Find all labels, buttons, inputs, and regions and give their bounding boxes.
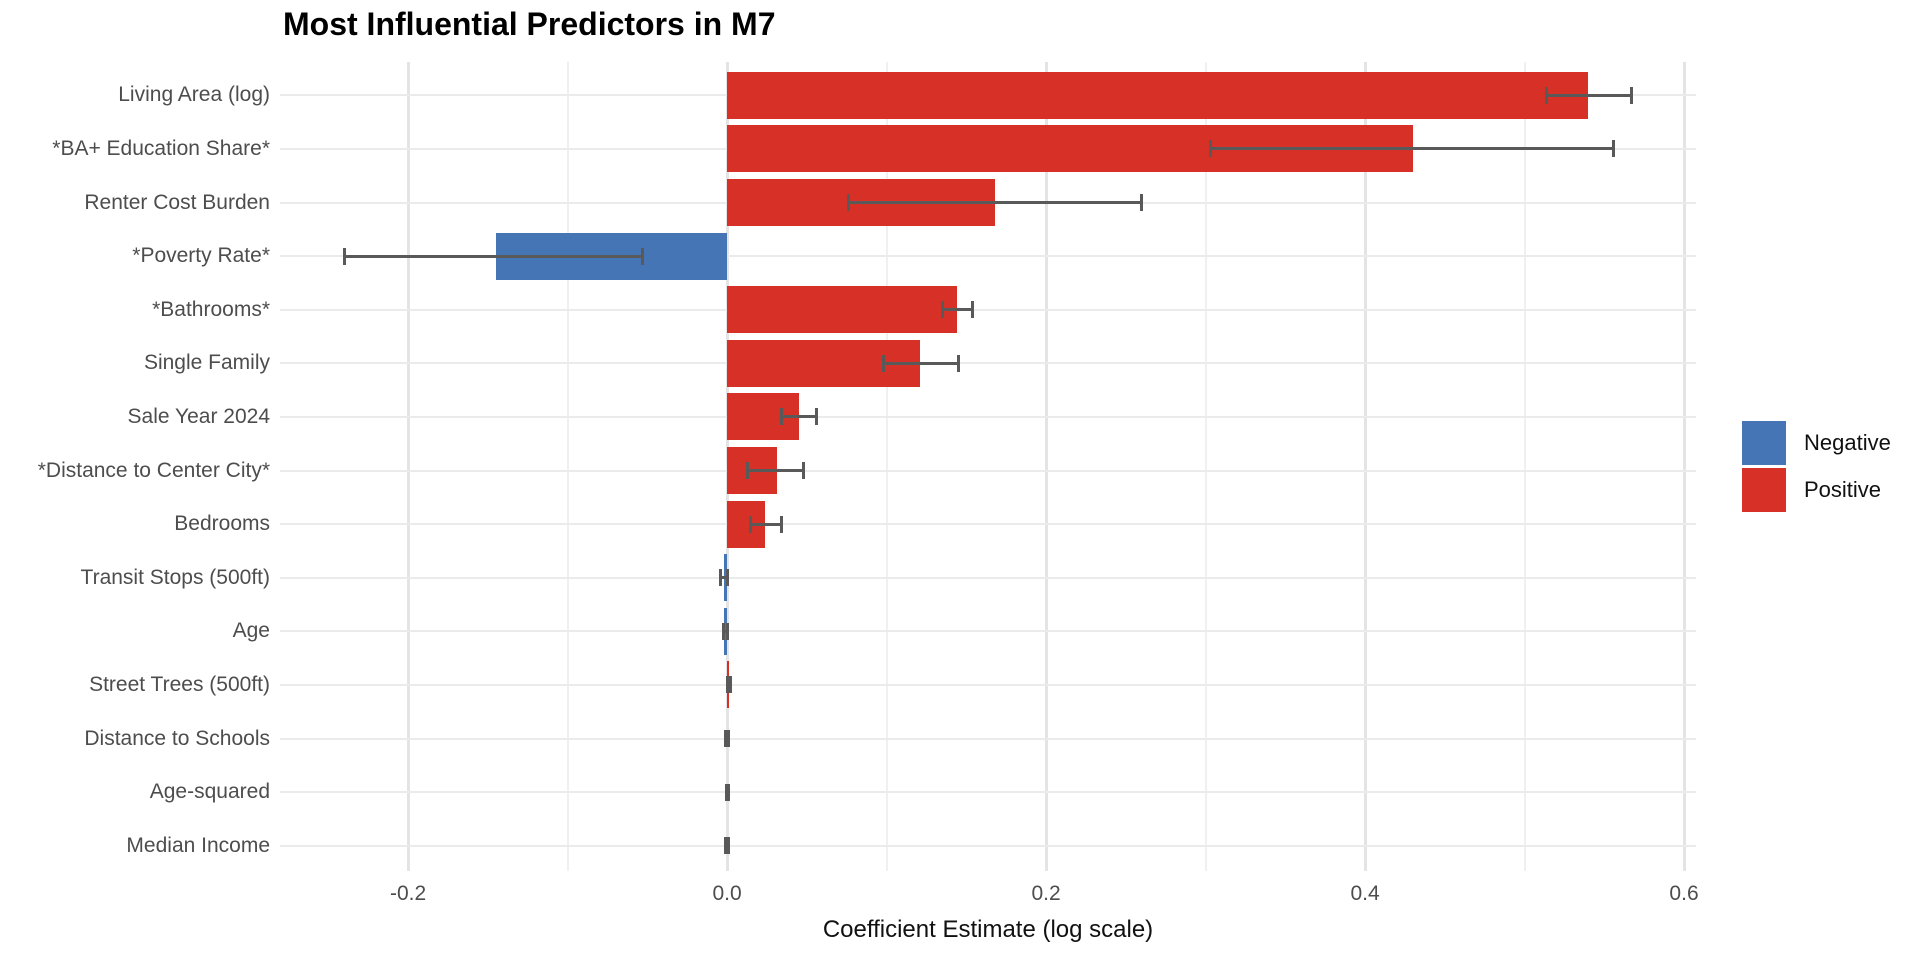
error-bar-line xyxy=(344,254,643,258)
bar-positive xyxy=(727,71,1589,119)
error-bar-cap-low xyxy=(746,462,750,479)
error-bar-cap-low xyxy=(881,354,885,372)
gridline-vertical-major xyxy=(1363,62,1367,871)
gridline-vertical-major xyxy=(1682,62,1686,871)
y-axis-label: *Poverty Rate* xyxy=(132,244,270,268)
error-bar-line xyxy=(781,415,817,419)
error-bar-line xyxy=(747,469,804,472)
y-axis-label: Living Area (log) xyxy=(118,83,270,107)
bar-positive xyxy=(727,286,957,334)
gridline-horizontal xyxy=(280,523,1696,526)
error-bar-cap-low xyxy=(724,837,728,855)
error-bar-cap-high xyxy=(971,301,975,319)
legend-label-positive: Positive xyxy=(1804,477,1882,502)
chart-title: Most Influential Predictors in M7 xyxy=(283,6,776,42)
error-bar-line xyxy=(1546,93,1632,97)
error-bar-cap-low xyxy=(779,408,783,426)
gridline-vertical-minor xyxy=(1204,62,1207,871)
x-axis-tick-label: 0.6 xyxy=(1669,882,1699,905)
error-bar-line xyxy=(848,201,1142,204)
gridline-vertical-minor xyxy=(885,62,888,871)
x-axis-tick-label: 0.0 xyxy=(712,882,742,905)
gridline-vertical-major xyxy=(406,62,410,871)
error-bar-cap-high xyxy=(779,515,783,533)
gridline-horizontal xyxy=(280,576,1696,579)
error-bar-cap-low xyxy=(721,622,725,640)
error-bar-line xyxy=(750,522,782,526)
y-axis-label: Age xyxy=(232,619,270,643)
x-axis-tick-label: 0.4 xyxy=(1350,882,1380,905)
y-axis-label: Transit Stops (500ft) xyxy=(80,565,270,589)
error-bar-cap-high xyxy=(1612,140,1616,158)
error-bar-cap-high xyxy=(726,783,730,801)
error-bar-cap-low xyxy=(1208,140,1212,158)
error-bar-cap-low xyxy=(846,194,850,211)
gridline-horizontal xyxy=(280,415,1696,418)
error-bar-line xyxy=(942,308,973,312)
x-axis-tick-label: 0.2 xyxy=(1031,882,1061,905)
y-axis-label: *Bathrooms* xyxy=(152,297,270,321)
error-bar-cap-low xyxy=(940,301,944,319)
gridline-horizontal xyxy=(280,362,1696,365)
error-bar-cap-high xyxy=(641,247,645,265)
y-axis-label: Street Trees (500ft) xyxy=(89,672,270,696)
error-bar-cap-low xyxy=(1545,86,1549,104)
gridline-horizontal xyxy=(280,737,1696,740)
x-axis-tick-label: -0.2 xyxy=(389,882,427,905)
error-bar-cap-high xyxy=(726,569,730,587)
x-axis-title: Coefficient Estimate (log scale) xyxy=(822,916,1154,943)
error-bar-cap-high xyxy=(1629,86,1633,104)
y-axis-label: Age-squared xyxy=(149,780,270,804)
error-bar-cap-low xyxy=(719,569,723,587)
gridline-horizontal xyxy=(280,308,1696,311)
legend-label-negative: Negative xyxy=(1804,430,1891,455)
error-bar-line xyxy=(883,361,959,365)
gridline-horizontal xyxy=(280,791,1696,794)
legend-entry-negative: Negative xyxy=(1742,421,1891,465)
error-bar-cap-high xyxy=(814,408,818,426)
gridline-horizontal xyxy=(280,844,1696,847)
gridline-horizontal xyxy=(280,469,1696,472)
y-axis-label: Median Income xyxy=(126,833,270,857)
error-bar-cap-low xyxy=(342,247,346,265)
error-bar-cap-low xyxy=(749,515,753,533)
gridline-vertical-minor xyxy=(1523,62,1526,871)
y-axis-label: *Distance to Center City* xyxy=(37,458,270,482)
gridline-horizontal xyxy=(280,683,1696,686)
error-bar-cap-high xyxy=(802,462,806,479)
error-bar-line xyxy=(1210,147,1614,151)
error-bar-cap-low xyxy=(724,730,728,747)
error-bar-cap-high xyxy=(726,837,730,855)
plot-panel xyxy=(280,62,1696,871)
error-bar-line xyxy=(723,629,728,633)
y-axis-label: Distance to Schools xyxy=(84,726,270,750)
legend-entry-positive: Positive xyxy=(1742,468,1891,512)
legend-swatch-positive xyxy=(1742,468,1786,512)
error-bar-cap-low xyxy=(724,783,728,801)
error-bar-cap-high xyxy=(1140,194,1144,211)
error-bar-cap-high xyxy=(728,676,732,694)
y-axis-label: *BA+ Education Share* xyxy=(52,136,270,160)
error-bar-cap-high xyxy=(726,730,730,747)
error-bar-cap-low xyxy=(726,676,730,694)
y-axis-label: Single Family xyxy=(143,351,270,375)
legend: Negative Positive xyxy=(1742,421,1891,515)
gridline-vertical-major xyxy=(1044,62,1048,871)
error-bar-cap-high xyxy=(956,354,960,372)
gridline-horizontal xyxy=(280,630,1696,633)
y-axis-label: Sale Year 2024 xyxy=(127,404,270,428)
error-bar-cap-high xyxy=(725,622,729,640)
legend-swatch-negative xyxy=(1742,421,1786,465)
y-axis-label: Bedrooms xyxy=(174,512,270,536)
error-bar-line xyxy=(720,576,728,580)
gridline-horizontal xyxy=(280,255,1696,258)
y-axis-label: Renter Cost Burden xyxy=(84,190,270,214)
gridline-vertical-minor xyxy=(566,62,569,871)
